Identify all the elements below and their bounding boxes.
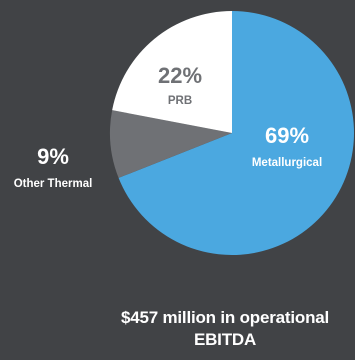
metallurgical-name-label: Metallurgical (252, 157, 322, 169)
metallurgical-percent-label: 69% (265, 123, 309, 148)
prb-name-label: PRB (168, 95, 192, 107)
other-thermal-percent-label: 9% (37, 144, 69, 169)
chart-caption-line-2: EBITDA (193, 330, 257, 349)
pie-slice-other-thermal (110, 110, 232, 178)
pie-slice-prb (112, 11, 232, 133)
pie-slices (110, 11, 355, 256)
other-thermal-name-label: Other Thermal (14, 178, 93, 190)
chart-caption-line-1: $457 million in operational (120, 308, 330, 327)
pie-slice-metallurgical (118, 11, 355, 256)
prb-percent-label: 22% (158, 63, 202, 88)
